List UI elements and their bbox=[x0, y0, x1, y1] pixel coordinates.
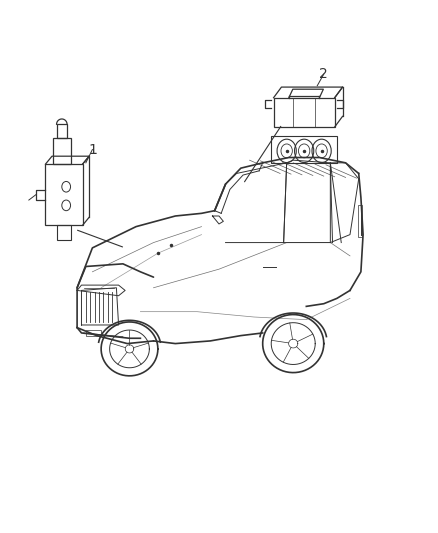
Bar bbox=[358, 205, 362, 237]
Bar bbox=[53, 138, 71, 164]
Bar bbox=[57, 124, 67, 138]
Text: 1: 1 bbox=[88, 142, 97, 157]
Bar bbox=[86, 330, 101, 336]
Bar bbox=[57, 225, 71, 240]
Bar bbox=[274, 98, 335, 127]
Bar bbox=[46, 164, 82, 225]
Bar bbox=[272, 136, 337, 163]
Text: 2: 2 bbox=[319, 67, 328, 81]
